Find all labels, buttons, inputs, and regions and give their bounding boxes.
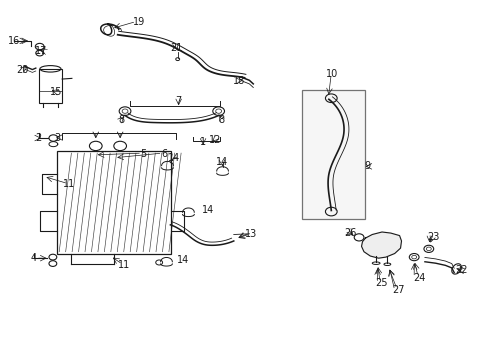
Text: 14: 14 [216,157,228,167]
Text: 13: 13 [244,229,256,239]
Text: 21: 21 [170,43,182,53]
Bar [302,90,365,220]
Text: 1: 1 [200,138,206,147]
Text: 4: 4 [31,253,37,263]
Text: 19: 19 [132,17,144,27]
Text: 25: 25 [374,278,386,288]
Text: 7: 7 [175,96,182,106]
Text: 27: 27 [391,285,404,296]
Text: 24: 24 [412,273,425,283]
Text: 10: 10 [325,69,338,79]
Text: 11: 11 [62,179,75,189]
Text: 22: 22 [454,265,467,275]
Text: 14: 14 [177,255,189,265]
Text: 8: 8 [218,115,224,125]
Text: 5: 5 [140,149,146,159]
Text: 20: 20 [17,64,29,75]
Polygon shape [361,232,401,258]
Text: 17: 17 [35,46,47,56]
Bar [39,69,62,103]
Text: 18: 18 [232,76,244,86]
Text: 26: 26 [344,228,356,238]
Text: 6: 6 [161,149,167,159]
Text: 3: 3 [55,133,61,143]
Text: 23: 23 [427,232,439,242]
Text: 15: 15 [49,87,62,97]
Text: 14: 14 [167,153,180,163]
Text: 16: 16 [8,36,20,46]
Text: 2: 2 [35,133,41,143]
Bar [57,151,171,253]
Text: 12: 12 [209,135,221,145]
Text: 14: 14 [202,206,214,216]
Text: 9: 9 [364,161,370,171]
Text: 8: 8 [118,115,124,125]
Text: 11: 11 [118,260,130,270]
